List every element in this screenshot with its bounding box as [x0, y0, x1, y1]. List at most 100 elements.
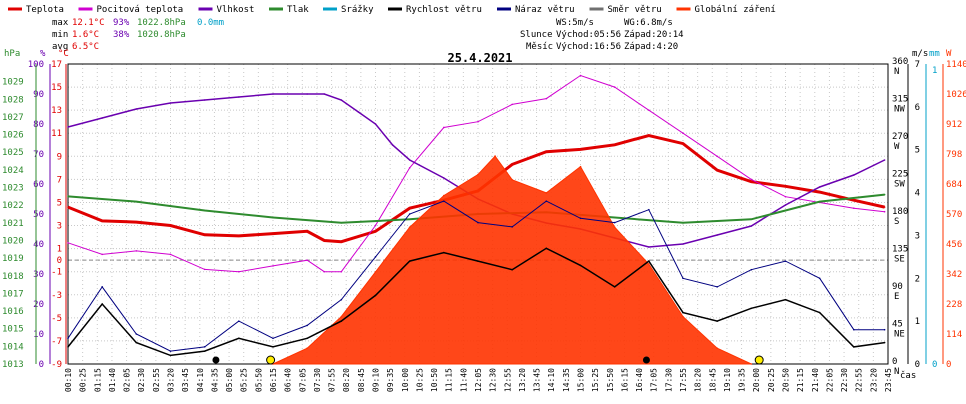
tick-temp-0: -9 — [51, 360, 62, 370]
x-tick-label-50: 21:15 — [796, 368, 805, 392]
series-1-point-22 — [784, 195, 787, 198]
x-tick-label-45: 19:10 — [723, 368, 732, 392]
stat-max-label: max — [52, 18, 69, 28]
tick-sol-3: 342 — [946, 270, 962, 280]
series-1-point-12 — [443, 126, 445, 129]
stat-min-label: min — [52, 30, 68, 40]
x-tick-label-20: 08:45 — [357, 368, 366, 392]
tick-press-3: 1016 — [2, 307, 24, 317]
series-6-point-12 — [477, 221, 479, 224]
series-2-point-6 — [272, 93, 274, 95]
x-tick-label-25: 10:50 — [430, 368, 439, 392]
sun-label: Slunce — [520, 30, 553, 40]
series-6-point-10 — [408, 213, 411, 215]
series-4-point-15 — [750, 363, 753, 365]
plot-area — [67, 74, 886, 365]
tick-temp-6: 1 — [57, 245, 62, 255]
x-tick-label-41: 17:30 — [664, 368, 673, 392]
series-0-point-11 — [408, 207, 411, 210]
tick-hum-3: 30 — [33, 270, 44, 280]
chart-title: 25.4.2021 — [447, 51, 512, 65]
series-2-point-13 — [408, 159, 411, 161]
tick-press-6: 1019 — [2, 254, 24, 264]
series-5-point-2 — [135, 341, 138, 344]
series-0-point-15 — [545, 150, 548, 153]
tick-press-13: 1026 — [2, 131, 24, 141]
tick-wind-0: 0 — [915, 360, 920, 370]
tick-press-4: 1017 — [2, 289, 24, 299]
tick-hum-9: 90 — [33, 90, 44, 100]
x-tick-label-44: 18:45 — [708, 368, 717, 392]
series-2-point-3 — [169, 102, 172, 104]
tick-rain-1: 1 — [932, 66, 937, 76]
tick-dir-3: 135 — [892, 245, 908, 255]
series-4-point-6 — [477, 173, 479, 176]
series-6-point-17 — [648, 208, 650, 211]
tick-temp-5: 0 — [57, 256, 62, 266]
series-2-point-24 — [784, 204, 787, 206]
x-tick-label-48: 20:25 — [767, 368, 776, 392]
x-tick-label-8: 03:45 — [181, 368, 190, 392]
x-tick-label-22: 09:35 — [386, 368, 395, 392]
series-0-point-10 — [374, 230, 377, 233]
stat-max-press: 1022.8hPa — [137, 18, 186, 28]
unit-hpa: hPa — [4, 49, 20, 59]
tick-wind-3: 3 — [915, 231, 920, 241]
series-0-point-19 — [682, 142, 684, 145]
series-1-point-5 — [238, 270, 240, 273]
series-6-point-19 — [716, 286, 718, 288]
tick-sol-7: 798 — [946, 150, 962, 160]
series-2-point-2 — [135, 108, 138, 110]
series-0-point-25 — [883, 206, 886, 208]
tick-dir-label-4: S — [894, 217, 899, 227]
series-1-point-21 — [750, 178, 753, 181]
series-5-point-15 — [579, 264, 582, 267]
series-5-point-14 — [545, 247, 548, 250]
tick-wind-4: 4 — [915, 189, 920, 199]
series-1-point-1 — [101, 253, 103, 256]
x-tick-label-56: 23:45 — [884, 368, 893, 392]
series-2-point-21 — [682, 243, 684, 245]
series-1-point-24 — [853, 207, 855, 210]
series-4-point-5 — [443, 194, 445, 197]
sun-rise: Východ:05:56 — [556, 30, 621, 40]
series-6-point-4 — [203, 346, 206, 348]
tick-sol-0: 0 — [946, 360, 951, 370]
x-tick-label-21: 09:10 — [372, 368, 381, 392]
series-6-point-9 — [374, 256, 377, 258]
series-1-point-0 — [67, 242, 69, 244]
x-tick-label-36: 15:25 — [591, 368, 600, 392]
x-tick-label-49: 20:50 — [782, 368, 791, 392]
series-2-point-12 — [391, 144, 394, 146]
series-5-point-6 — [272, 346, 274, 348]
series-5-point-1 — [101, 303, 103, 305]
legend-label-1: Pocitová teplota — [97, 5, 184, 15]
x-tick-label-5: 02:30 — [137, 368, 146, 392]
tick-dir-0: 0 — [892, 357, 897, 367]
tick-dir-6: 270 — [892, 132, 908, 142]
tick-sol-4: 456 — [946, 240, 962, 250]
legend-label-0: Teplota — [26, 5, 64, 15]
series-3-point-4 — [340, 222, 343, 224]
series-5-point-19 — [716, 320, 718, 322]
tick-press-16: 1029 — [2, 78, 24, 88]
series-3-point-9 — [682, 222, 684, 224]
series-5-point-17 — [648, 260, 650, 262]
series-5-point-8 — [340, 320, 343, 322]
series-0-point-20 — [716, 169, 718, 171]
series-area-radiation — [272, 155, 752, 365]
series-4-point-9 — [545, 192, 548, 194]
x-tick-label-38: 16:15 — [620, 368, 629, 392]
tick-dir-label-5: SW — [894, 180, 905, 190]
series-0-point-8 — [323, 239, 326, 242]
tick-dir-label-3: SE — [894, 255, 905, 265]
series-6-point-2 — [135, 333, 138, 335]
x-tick-label-42: 17:55 — [679, 368, 688, 392]
tick-wind-7: 7 — [915, 60, 920, 70]
series-0-point-21 — [750, 180, 753, 183]
x-tick-label-23: 10:00 — [401, 368, 410, 392]
series-0-point-16 — [579, 148, 582, 151]
tick-wind-2: 2 — [915, 274, 920, 284]
x-tick-label-33: 14:10 — [547, 368, 556, 392]
legend-label-8: Globální záření — [695, 5, 776, 15]
